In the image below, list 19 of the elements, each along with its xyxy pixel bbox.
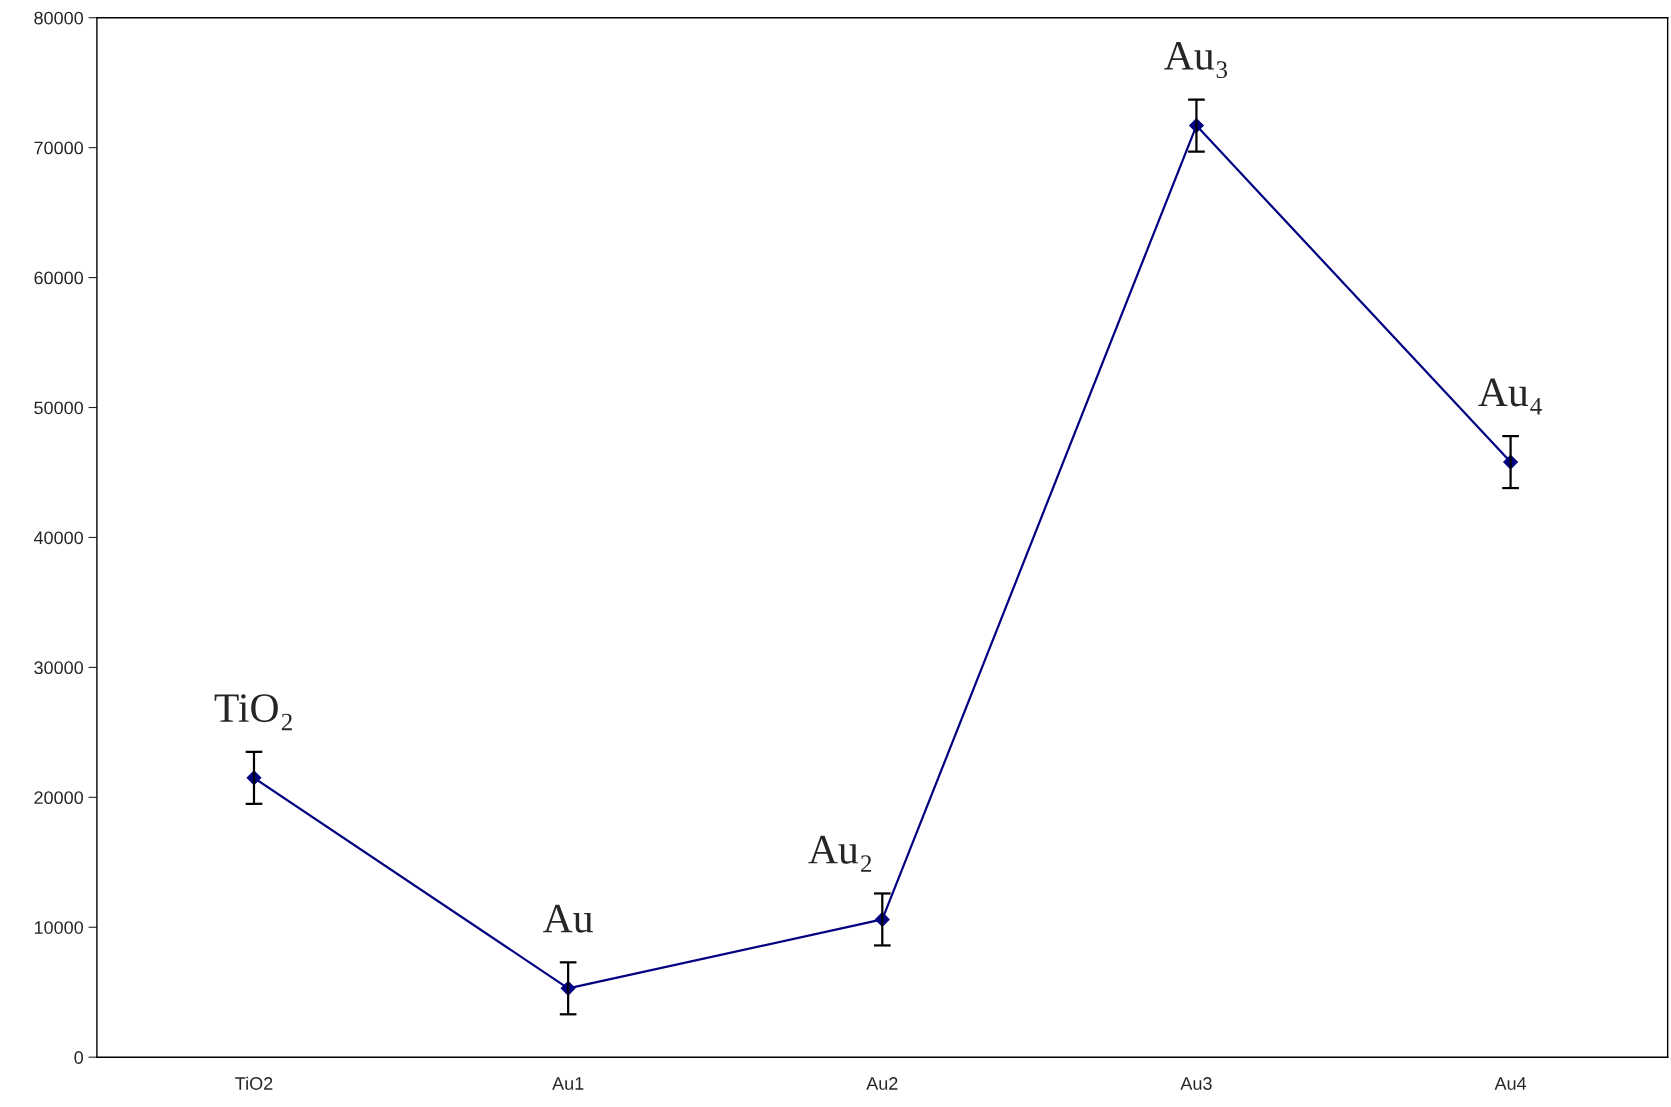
x-tick-label: Au1 <box>552 1077 584 1090</box>
y-tick-label: 30000 <box>34 661 84 675</box>
x-tick-label: Au2 <box>866 1077 898 1090</box>
y-tick-label: 80000 <box>34 11 84 25</box>
annotation: Au₂ <box>808 835 872 872</box>
y-tick-label: 70000 <box>34 141 84 155</box>
y-tick-label: 10000 <box>34 921 84 934</box>
annotation: Au <box>543 904 593 933</box>
y-tick-label: 60000 <box>34 271 84 285</box>
y-tick-label: 50000 <box>34 401 84 415</box>
annotation: Au₃ <box>1164 41 1228 79</box>
y-tick-label: 0 <box>74 1051 84 1064</box>
x-tick-label: Au4 <box>1494 1077 1527 1090</box>
x-tick-label: Au3 <box>1180 1077 1212 1090</box>
annotation: Au₄ <box>1478 378 1542 415</box>
y-tick-label: 20000 <box>34 791 84 805</box>
annotation: TiO₂ <box>214 694 292 731</box>
y-tick-label: 40000 <box>33 531 84 545</box>
x-tick-label: TiO2 <box>235 1076 273 1090</box>
